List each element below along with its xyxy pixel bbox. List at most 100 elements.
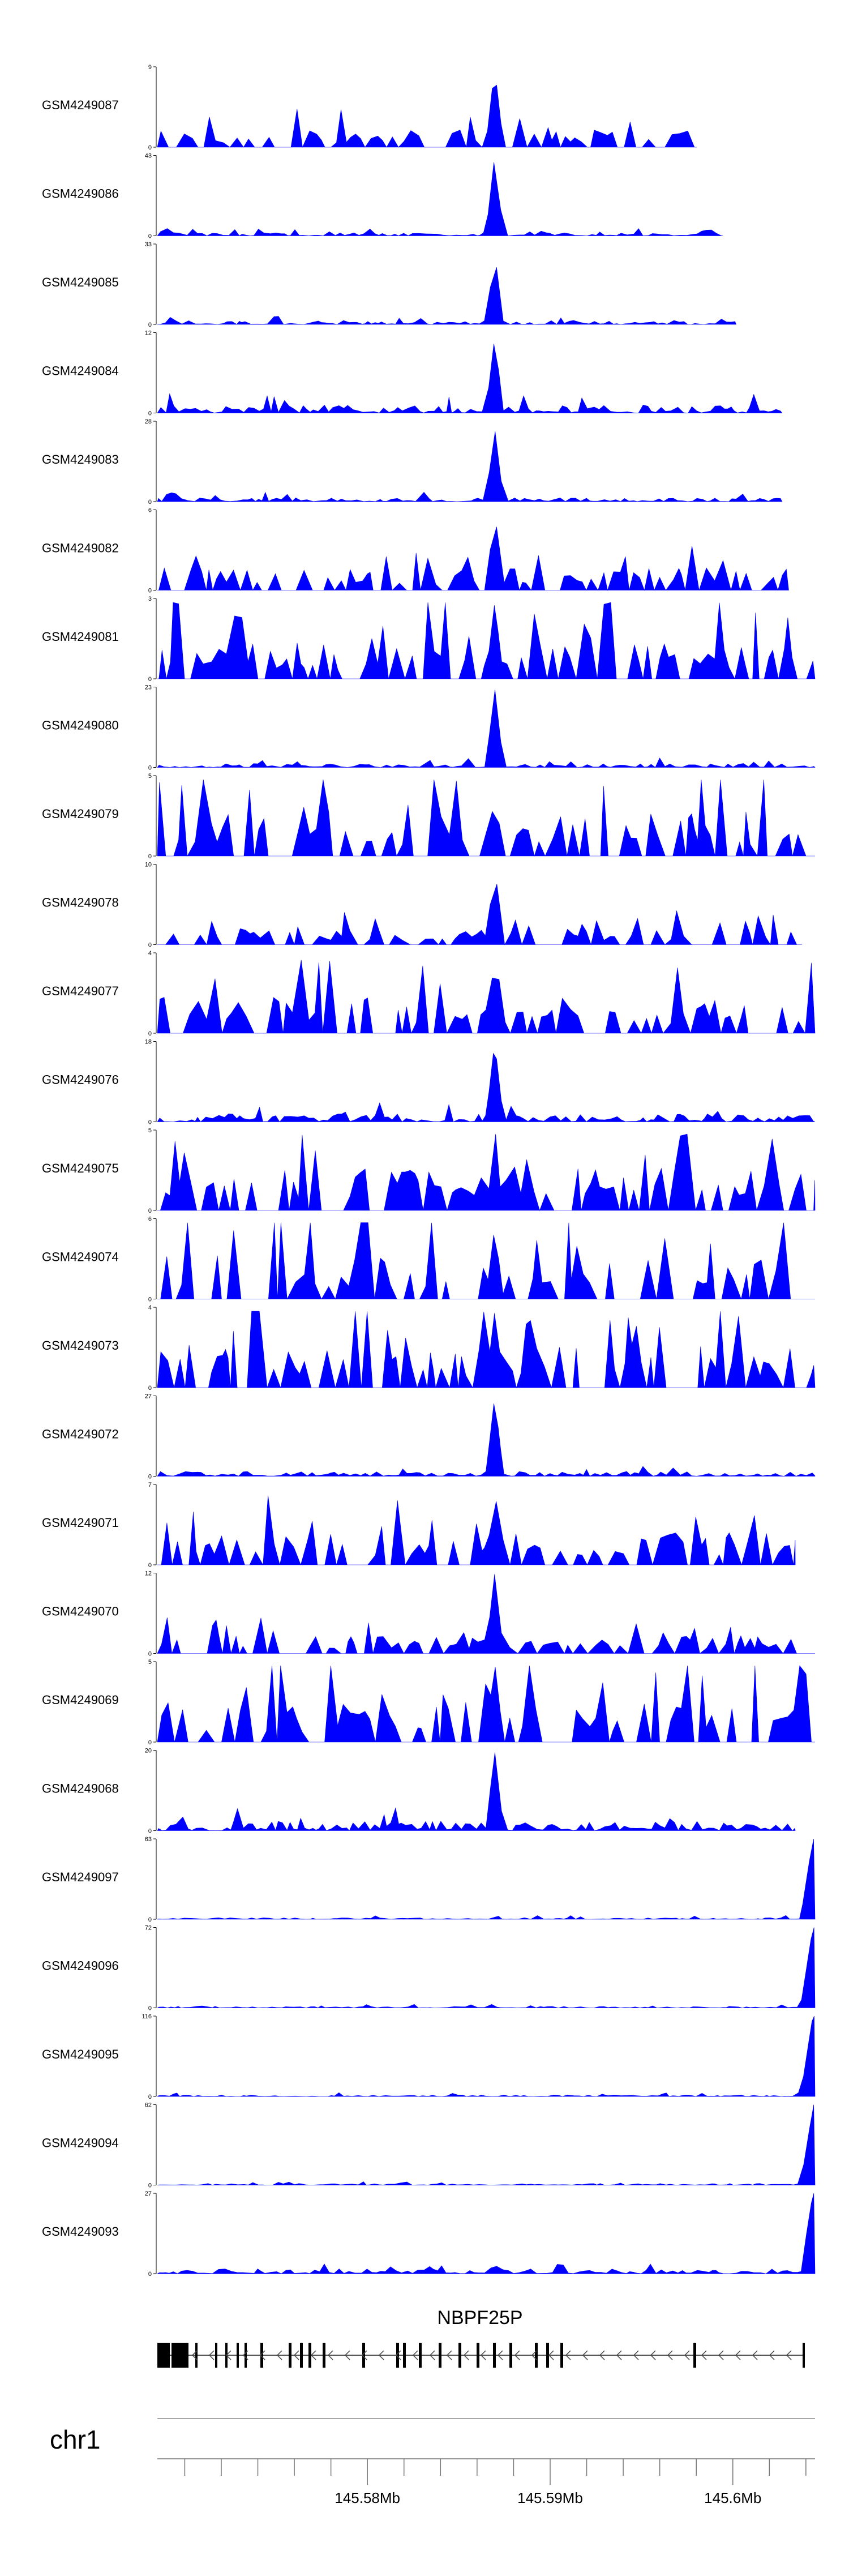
gene-exon bbox=[308, 2343, 311, 2368]
y-max-label: 27 bbox=[145, 2190, 152, 2197]
y-zero-label: 0 bbox=[148, 765, 152, 772]
y-max-label: 28 bbox=[145, 418, 152, 425]
strand-arrow bbox=[463, 2350, 469, 2360]
track-GSM4249085: GSM4249085 33 0 bbox=[42, 241, 737, 328]
gene-exon bbox=[157, 2343, 170, 2368]
coverage-area bbox=[157, 84, 697, 148]
coverage-area bbox=[157, 344, 783, 413]
y-max-label: 4 bbox=[148, 950, 152, 957]
strand-arrow bbox=[480, 2350, 486, 2360]
coverage-area bbox=[157, 2193, 816, 2274]
track-label: GSM4249097 bbox=[42, 1870, 119, 1884]
track-label: GSM4249082 bbox=[42, 541, 119, 555]
track-label: GSM4249071 bbox=[42, 1516, 119, 1530]
coverage-area bbox=[157, 602, 816, 680]
strand-arrow bbox=[667, 2350, 673, 2360]
track-GSM4249080: GSM4249080 23 0 bbox=[42, 684, 816, 772]
y-zero-label: 0 bbox=[148, 1208, 152, 1214]
strand-arrow bbox=[633, 2350, 639, 2360]
track-GSM4249073: GSM4249073 4 0 bbox=[42, 1304, 816, 1392]
gene-exon bbox=[546, 2343, 549, 2368]
gene-exon bbox=[260, 2343, 263, 2368]
y-max-label: 6 bbox=[148, 507, 152, 514]
y-zero-label: 0 bbox=[148, 233, 152, 240]
y-zero-label: 0 bbox=[148, 1385, 152, 1392]
y-zero-label: 0 bbox=[148, 2271, 152, 2278]
track-GSM4249068: GSM4249068 20 0 bbox=[42, 1748, 796, 1835]
strand-arrow bbox=[514, 2350, 520, 2360]
y-max-label: 5 bbox=[148, 773, 152, 780]
y-zero-label: 0 bbox=[148, 1651, 152, 1658]
strand-arrow bbox=[701, 2350, 707, 2360]
track-label: GSM4249095 bbox=[42, 2047, 119, 2061]
strand-arrow bbox=[412, 2350, 418, 2360]
strand-arrow bbox=[616, 2350, 622, 2360]
coverage-area bbox=[157, 1311, 816, 1389]
track-GSM4249095: GSM4249095 116 0 bbox=[42, 2013, 816, 2100]
track-label: GSM4249069 bbox=[42, 1693, 119, 1707]
coverage-area bbox=[157, 1752, 796, 1831]
coverage-area bbox=[157, 267, 737, 325]
gene-exon bbox=[560, 2343, 563, 2368]
track-GSM4249070: GSM4249070 12 0 bbox=[42, 1571, 815, 1658]
y-zero-label: 0 bbox=[148, 1119, 152, 1126]
strand-arrow bbox=[599, 2350, 605, 2360]
y-zero-label: 0 bbox=[148, 2094, 152, 2100]
x-tick-label: 145.58Mb bbox=[335, 2489, 400, 2506]
y-max-label: 116 bbox=[142, 2013, 152, 2020]
track-GSM4249072: GSM4249072 27 0 bbox=[42, 1393, 816, 1480]
y-zero-label: 0 bbox=[148, 588, 152, 594]
gene-track: NBPF25P bbox=[157, 2307, 805, 2368]
track-GSM4249087: GSM4249087 9 0 bbox=[42, 64, 697, 151]
track-label: GSM4249075 bbox=[42, 1161, 119, 1175]
coverage-area bbox=[157, 1574, 815, 1654]
x-tick-label: 145.59Mb bbox=[517, 2489, 583, 2506]
y-zero-label: 0 bbox=[148, 1030, 152, 1037]
y-max-label: 63 bbox=[145, 1836, 152, 1843]
gene-exon bbox=[458, 2343, 461, 2368]
y-zero-label: 0 bbox=[148, 853, 152, 860]
gene-exon bbox=[509, 2343, 512, 2368]
gene-exon bbox=[362, 2343, 365, 2368]
strand-arrow bbox=[225, 2350, 231, 2360]
track-GSM4249074: GSM4249074 6 0 bbox=[42, 1216, 815, 1303]
y-zero-label: 0 bbox=[148, 2005, 152, 2012]
gene-exon bbox=[477, 2343, 479, 2368]
y-zero-label: 0 bbox=[148, 2183, 152, 2189]
strand-arrow bbox=[361, 2350, 367, 2360]
coverage-area bbox=[157, 1133, 816, 1212]
y-zero-label: 0 bbox=[148, 1562, 152, 1569]
gene-exon bbox=[245, 2343, 247, 2368]
track-GSM4249075: GSM4249075 5 0 bbox=[42, 1127, 816, 1214]
gene-exon bbox=[171, 2343, 188, 2368]
y-max-label: 18 bbox=[145, 1039, 152, 1046]
y-max-label: 43 bbox=[145, 153, 152, 160]
gene-exon bbox=[403, 2343, 406, 2368]
track-GSM4249079: GSM4249079 5 0 bbox=[42, 773, 815, 860]
coverage-area bbox=[157, 780, 815, 857]
coverage-area bbox=[157, 960, 816, 1034]
track-GSM4249084: GSM4249084 12 0 bbox=[42, 330, 783, 417]
track-GSM4249086: GSM4249086 43 0 bbox=[42, 153, 723, 240]
track-GSM4249097: GSM4249097 63 0 bbox=[42, 1836, 816, 1923]
strand-arrow bbox=[208, 2350, 215, 2360]
strand-arrow bbox=[344, 2350, 350, 2360]
track-label: GSM4249085 bbox=[42, 275, 119, 289]
coverage-area bbox=[157, 1838, 816, 1920]
strand-arrow bbox=[735, 2350, 741, 2360]
track-label: GSM4249083 bbox=[42, 452, 119, 467]
coverage-area bbox=[157, 1495, 796, 1566]
strand-arrow bbox=[582, 2350, 588, 2360]
track-GSM4249082: GSM4249082 6 0 bbox=[42, 507, 789, 594]
track-label: GSM4249072 bbox=[42, 1427, 119, 1441]
y-max-label: 7 bbox=[148, 1482, 152, 1488]
track-GSM4249078: GSM4249078 10 0 bbox=[42, 862, 802, 949]
track-label: GSM4249070 bbox=[42, 1604, 119, 1619]
strand-arrow bbox=[497, 2350, 503, 2360]
strand-arrow bbox=[565, 2350, 571, 2360]
y-max-label: 5 bbox=[148, 1127, 152, 1134]
y-max-label: 23 bbox=[145, 684, 152, 691]
track-GSM4249096: GSM4249096 72 0 bbox=[42, 1925, 816, 2012]
track-label: GSM4249080 bbox=[42, 718, 119, 733]
track-label: GSM4249078 bbox=[42, 896, 119, 910]
